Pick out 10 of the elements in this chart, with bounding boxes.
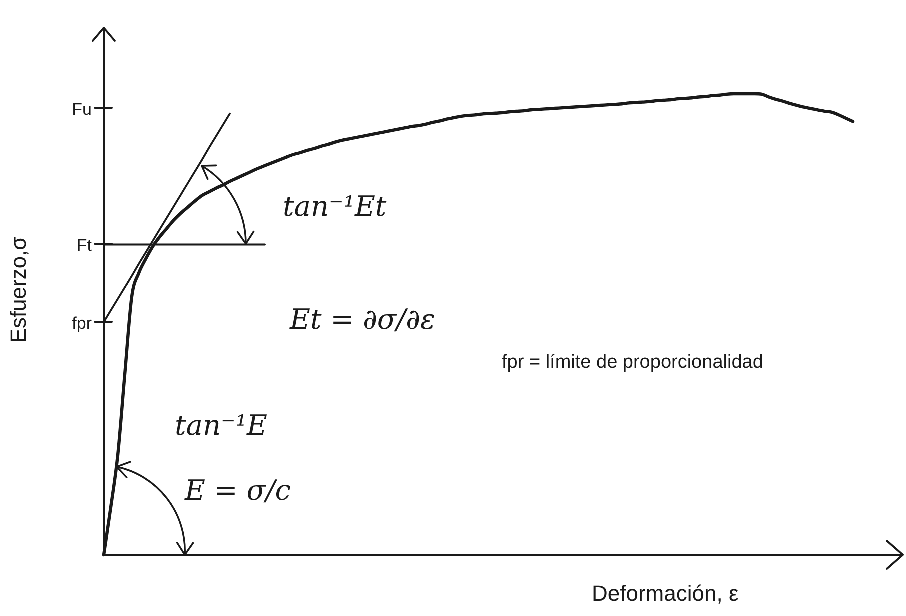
y-axis-title: Esfuerzo,σ — [6, 236, 32, 344]
text: Ft — [76, 236, 92, 256]
annotation: fpr = límite de proporcionalidad — [502, 352, 764, 374]
text: fpr — [72, 314, 92, 334]
annotation: tan⁻¹Et — [283, 190, 387, 223]
annotation: E = σ/c — [185, 474, 291, 507]
annotation: Et = ∂σ/∂ε — [290, 303, 436, 336]
x-axis-title: Deformación, ε — [592, 581, 739, 607]
annotation: tan⁻¹E — [175, 409, 268, 442]
text: Fu — [72, 100, 92, 120]
